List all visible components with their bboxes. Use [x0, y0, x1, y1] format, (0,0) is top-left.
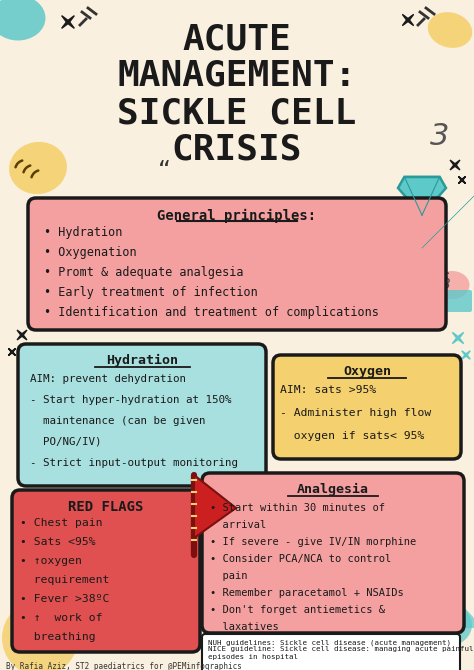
- Text: maintenance (can be given: maintenance (can be given: [30, 416, 206, 426]
- FancyBboxPatch shape: [202, 634, 460, 670]
- Text: • Don't forget antiemetics &: • Don't forget antiemetics &: [210, 605, 385, 615]
- Ellipse shape: [435, 271, 470, 299]
- Polygon shape: [452, 332, 464, 344]
- FancyBboxPatch shape: [12, 490, 200, 652]
- Text: • Hydration: • Hydration: [44, 226, 122, 239]
- Text: • Consider PCA/NCA to control: • Consider PCA/NCA to control: [210, 554, 391, 564]
- Polygon shape: [398, 177, 446, 215]
- Polygon shape: [458, 176, 465, 184]
- Ellipse shape: [428, 12, 472, 48]
- Text: breathing: breathing: [20, 632, 96, 642]
- Text: Analgesia: Analgesia: [297, 483, 369, 496]
- Text: - Strict input-output monitoring: - Strict input-output monitoring: [30, 458, 238, 468]
- Text: oxygen if sats< 95%: oxygen if sats< 95%: [280, 431, 424, 441]
- Text: • Chest pain: • Chest pain: [20, 518, 102, 528]
- Polygon shape: [402, 14, 414, 25]
- Polygon shape: [450, 160, 460, 170]
- Text: By Rafia Aziz, ST2 paediatrics for @PEMinfographics: By Rafia Aziz, ST2 paediatrics for @PEMi…: [6, 662, 242, 670]
- Text: • Remember paracetamol + NSAIDs: • Remember paracetamol + NSAIDs: [210, 588, 404, 598]
- Text: Hydration: Hydration: [106, 354, 178, 367]
- Text: AIM: sats >95%: AIM: sats >95%: [280, 385, 376, 395]
- Text: • Promt & adequate analgesia: • Promt & adequate analgesia: [44, 266, 244, 279]
- Circle shape: [2, 600, 78, 670]
- FancyBboxPatch shape: [28, 198, 446, 330]
- Polygon shape: [17, 330, 27, 340]
- Polygon shape: [62, 15, 74, 28]
- FancyBboxPatch shape: [202, 473, 464, 633]
- Text: • Early treatment of infection: • Early treatment of infection: [44, 286, 258, 299]
- Text: - Start hyper-hydration at 150%: - Start hyper-hydration at 150%: [30, 395, 231, 405]
- Text: pain: pain: [210, 571, 247, 581]
- Text: • Identification and treatment of complications: • Identification and treatment of compli…: [44, 306, 379, 319]
- Text: • Sats <95%: • Sats <95%: [20, 537, 96, 547]
- Text: laxatives: laxatives: [210, 622, 279, 632]
- Text: • Fever >38ºC: • Fever >38ºC: [20, 594, 109, 604]
- Polygon shape: [9, 348, 16, 356]
- Text: RED FLAGS: RED FLAGS: [68, 500, 144, 514]
- Text: PO/NG/IV): PO/NG/IV): [30, 437, 101, 447]
- Ellipse shape: [0, 0, 46, 40]
- FancyBboxPatch shape: [18, 344, 266, 486]
- Text: 3: 3: [430, 122, 449, 151]
- Text: MANAGEMENT:: MANAGEMENT:: [118, 59, 356, 93]
- Text: Oxygen: Oxygen: [343, 365, 391, 378]
- Text: “: “: [158, 159, 171, 183]
- Text: NUH guidelines: Sickle cell disease (acute management)
NICE guideline: Sickle ce: NUH guidelines: Sickle cell disease (acu…: [208, 639, 474, 659]
- Text: requirement: requirement: [20, 575, 109, 585]
- Text: CRISIS: CRISIS: [172, 133, 302, 167]
- Text: - Administer high flow: - Administer high flow: [280, 408, 431, 418]
- Text: arrival: arrival: [210, 520, 266, 530]
- Text: • If severe - give IV/IN morphine: • If severe - give IV/IN morphine: [210, 537, 416, 547]
- Ellipse shape: [424, 604, 472, 646]
- Text: • ↑oxygen: • ↑oxygen: [20, 556, 82, 566]
- Text: §: §: [440, 270, 450, 289]
- FancyBboxPatch shape: [446, 290, 472, 312]
- Ellipse shape: [9, 142, 67, 194]
- Polygon shape: [462, 351, 470, 359]
- Text: General principles:: General principles:: [157, 209, 317, 223]
- Polygon shape: [194, 475, 236, 538]
- Text: • Oxygenation: • Oxygenation: [44, 246, 137, 259]
- Text: SICKLE CELL: SICKLE CELL: [118, 96, 356, 130]
- FancyBboxPatch shape: [273, 355, 461, 459]
- Text: • Start within 30 minutes of: • Start within 30 minutes of: [210, 503, 385, 513]
- Text: ACUTE: ACUTE: [182, 22, 292, 56]
- Text: AIM: prevent dehydration: AIM: prevent dehydration: [30, 374, 186, 384]
- Polygon shape: [425, 608, 474, 628]
- Text: • ↑  work of: • ↑ work of: [20, 613, 102, 623]
